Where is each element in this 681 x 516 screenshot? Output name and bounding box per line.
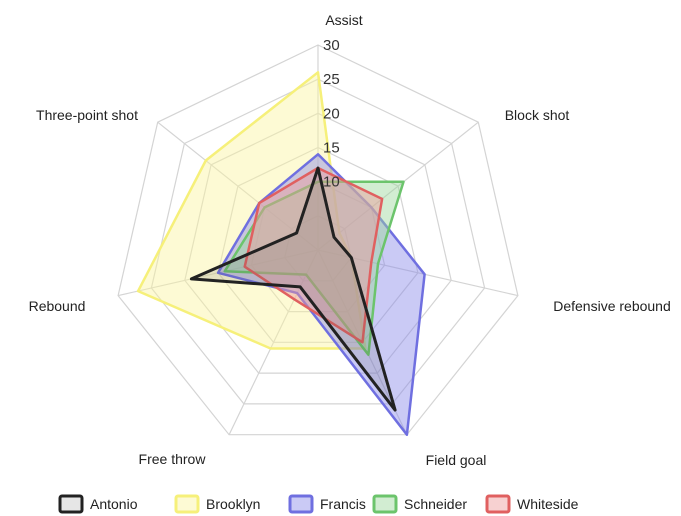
series-antonio — [189, 166, 397, 412]
legend: Antonio Brooklyn Francis Schneider Whiteside — [58, 494, 579, 514]
axis-label-layer: Assist Block shot Defensive rebound Field g… — [29, 12, 671, 468]
spoke-1 — [317, 121, 479, 251]
tick-label-20: 20 — [323, 105, 340, 122]
tick-label-10: 10 — [323, 174, 340, 191]
legend-swatch-francis — [288, 494, 314, 514]
spoke-4 — [228, 249, 319, 435]
series-layer — [136, 71, 426, 436]
grid-ring-20 — [184, 112, 452, 374]
axis-label-field-goal: Field goal — [426, 452, 487, 468]
legend-label-francis: Francis — [320, 496, 366, 512]
series-whiteside — [243, 166, 384, 344]
tick-label-30: 30 — [323, 37, 340, 54]
spoke-6 — [157, 121, 319, 251]
legend-label-schneider: Schneider — [404, 496, 467, 512]
legend-swatch-whiteside — [485, 494, 511, 514]
axis-label-three-point-shot: Three-point shot — [36, 107, 138, 123]
axis-label-free-throw: Free throw — [139, 451, 207, 467]
grid-ring-30 — [117, 44, 519, 436]
axis-label-block-shot: Block shot — [505, 107, 570, 123]
legend-swatch-antonio — [58, 494, 84, 514]
grid-ring-15 — [217, 146, 419, 343]
legend-swatch-schneider — [372, 494, 398, 514]
legend-label-brooklyn: Brooklyn — [206, 496, 260, 512]
tick-label-layer: 10 15 20 25 30 — [323, 37, 340, 191]
tick-label-15: 15 — [323, 140, 340, 157]
series-schneider — [223, 180, 405, 356]
legend-label-whiteside: Whiteside — [517, 496, 579, 512]
tick-label-25: 25 — [323, 71, 340, 88]
grid-ring-5 — [284, 215, 352, 282]
axis-label-rebound: Rebound — [29, 298, 86, 314]
axis-label-defensive-rebound: Defensive rebound — [553, 298, 671, 314]
legend-swatch-brooklyn — [174, 494, 200, 514]
grid-ring-25 — [150, 78, 486, 405]
grid-layer — [117, 44, 519, 436]
axis-label-assist: Assist — [325, 12, 362, 28]
legend-label-antonio: Antonio — [90, 496, 138, 512]
